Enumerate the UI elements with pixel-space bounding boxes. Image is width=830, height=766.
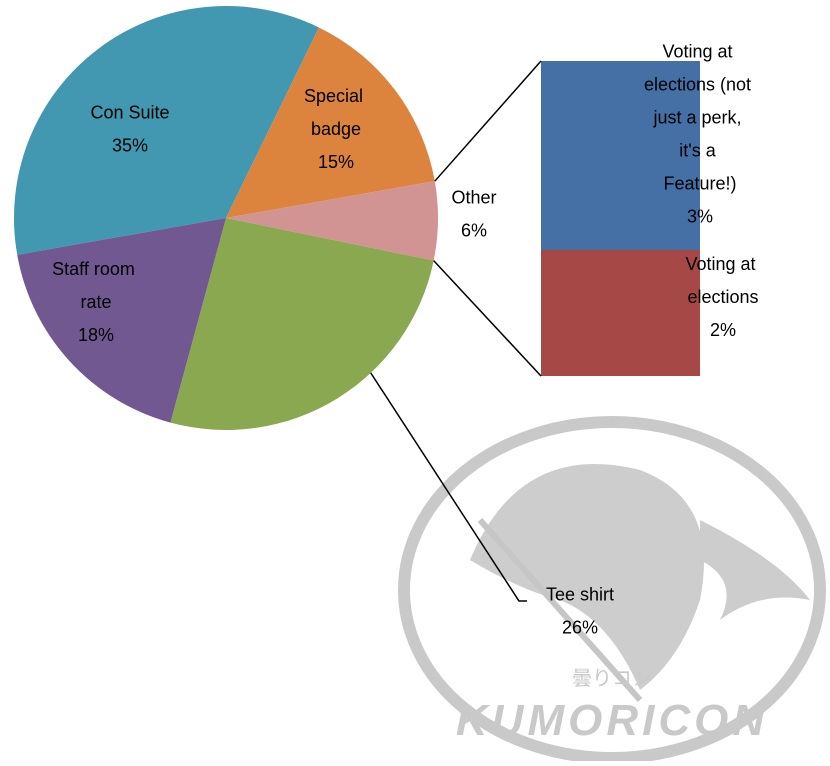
connector-line	[433, 260, 542, 377]
pie-slice	[17, 218, 226, 423]
slice-label-value: 35%	[112, 136, 148, 156]
slice-label-value: 6%	[461, 221, 487, 241]
leader-line	[370, 372, 527, 602]
watermark-umbrella	[477, 518, 643, 702]
slice-label: Con Suite	[90, 103, 169, 123]
bar-label: Voting at elections	[685, 254, 760, 307]
slice-label: Other	[451, 188, 496, 208]
bar-segment	[541, 250, 700, 376]
slice-label: Staff room rate	[52, 259, 140, 312]
watermark: KUMORICON 曇りコン	[398, 416, 826, 764]
slice-label-value: 26%	[562, 618, 598, 638]
watermark-figure	[470, 464, 704, 690]
watermark-subtext: 曇りコン	[572, 668, 652, 690]
pie-slice	[170, 218, 434, 430]
bar-segment	[541, 61, 700, 250]
pie-slice	[13, 5, 319, 255]
slice-label-value: 18%	[78, 325, 114, 345]
watermark-ring	[398, 416, 826, 764]
bar-label: Voting at elections (not just a perk, it…	[644, 42, 756, 194]
slice-label-value: 15%	[318, 152, 354, 172]
watermark-text: KUMORICON	[456, 696, 768, 745]
bar-label-value: 2%	[710, 320, 736, 340]
slice-label: Special badge	[304, 86, 368, 139]
slice-label: Tee shirt	[546, 585, 614, 605]
connector-line	[434, 60, 542, 182]
bar-label-value: 3%	[687, 207, 713, 227]
pie-slice	[226, 181, 438, 261]
pie-slice	[226, 27, 435, 219]
watermark-hair	[700, 520, 810, 620]
